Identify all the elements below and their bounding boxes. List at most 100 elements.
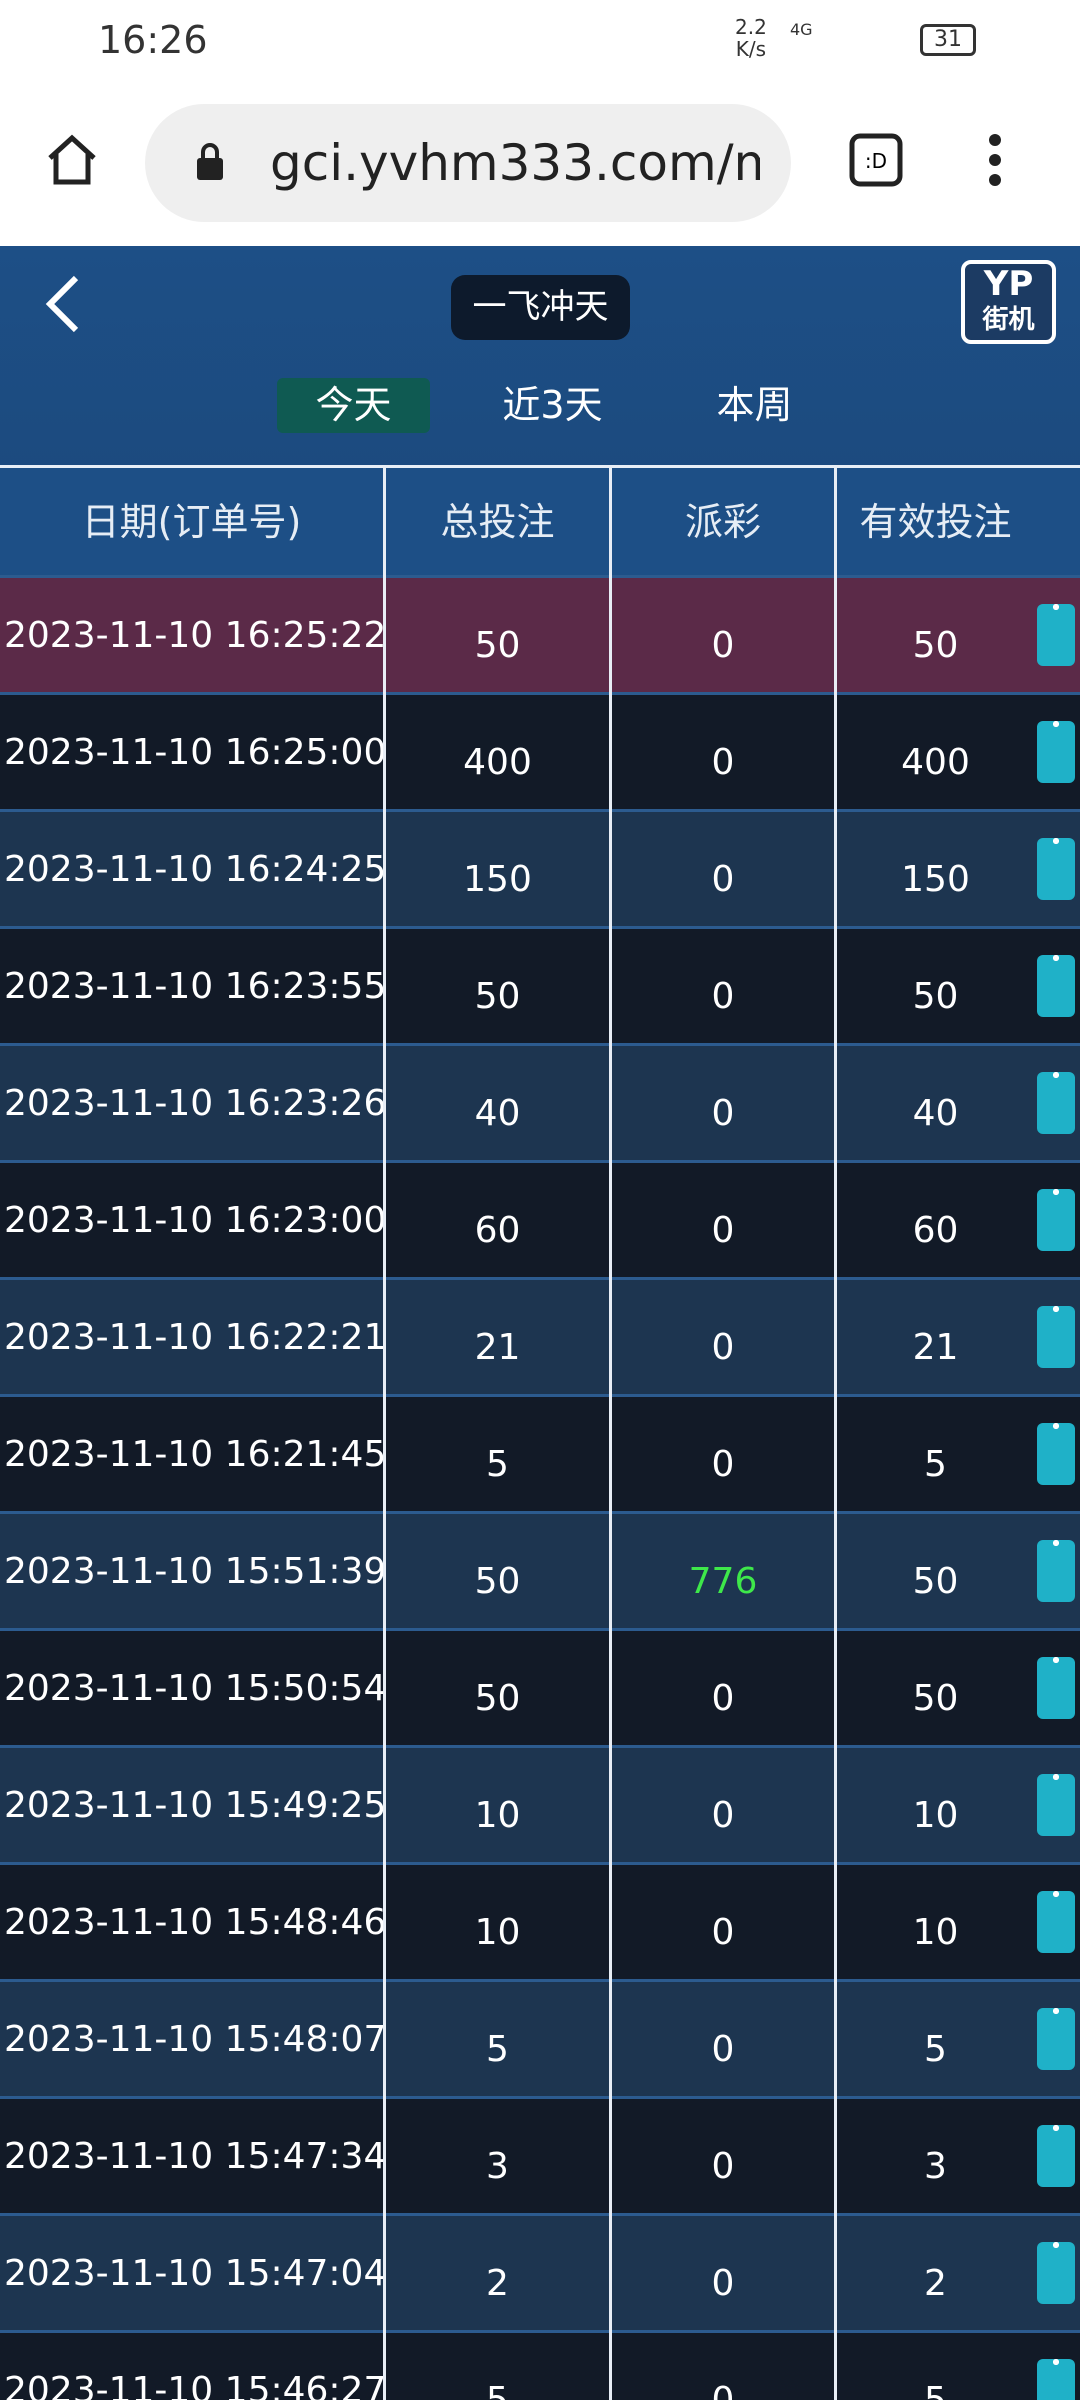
row-menu[interactable] xyxy=(1037,1774,1075,1836)
amount-cell: 21 xyxy=(912,1327,959,1368)
row-menu[interactable] xyxy=(1037,1540,1075,1602)
amount-cell: 150 xyxy=(463,859,532,900)
amount-cell: 0 xyxy=(711,1678,735,1719)
date-cell: 2023-11-10 15:46:27 xyxy=(4,2370,387,2400)
row-bg xyxy=(0,1630,1080,1747)
row-border xyxy=(0,926,1080,929)
tab[interactable]: 近3天 xyxy=(502,383,603,427)
back-button[interactable] xyxy=(40,272,84,336)
row-border xyxy=(0,1745,1080,1748)
speed-unit: K/s xyxy=(735,37,767,61)
row-bg xyxy=(0,1396,1080,1513)
row-border xyxy=(0,1160,1080,1163)
amount-cell: 0 xyxy=(711,1444,735,1485)
row-border xyxy=(0,692,1080,695)
amount-cell: 50 xyxy=(474,1678,521,1719)
row-menu[interactable] xyxy=(1037,838,1075,900)
tab[interactable]: 今天 xyxy=(277,378,430,433)
amount-cell: 400 xyxy=(463,742,532,783)
net-speed: 2.2 K/s xyxy=(735,16,767,60)
time: 16:26 xyxy=(98,18,208,62)
row-menu[interactable] xyxy=(1037,1189,1075,1251)
row-menu[interactable] xyxy=(1037,721,1075,783)
row-menu[interactable] xyxy=(1037,2242,1075,2304)
amount-cell: 10 xyxy=(474,1795,521,1836)
amount-cell: 0 xyxy=(711,1210,735,1251)
amount-cell: 40 xyxy=(912,1093,959,1134)
row-border xyxy=(0,1979,1080,1982)
amount-cell: 10 xyxy=(474,1912,521,1953)
row-bg xyxy=(0,1981,1080,2098)
date-cell: 2023-11-10 16:22:21 xyxy=(4,1317,387,1358)
row-menu[interactable] xyxy=(1037,1306,1075,1368)
amount-cell: 0 xyxy=(711,1795,735,1836)
row-bg xyxy=(0,2332,1080,2400)
column-divider xyxy=(609,468,612,2400)
row-border xyxy=(0,1628,1080,1631)
row-bg xyxy=(0,1045,1080,1162)
row-menu[interactable] xyxy=(1037,1657,1075,1719)
row-menu[interactable] xyxy=(1037,1891,1075,1953)
row-menu[interactable] xyxy=(1037,604,1075,666)
row-menu[interactable] xyxy=(1037,955,1075,1017)
date-cell: 2023-11-10 15:48:46 xyxy=(4,1902,387,1943)
menu-button[interactable] xyxy=(980,132,1010,188)
date-cell: 2023-11-10 15:48:07 xyxy=(4,2019,387,2060)
header-border xyxy=(0,465,1080,468)
url[interactable]: gci.yvhm333.com/m xyxy=(270,134,760,192)
amount-cell: 60 xyxy=(474,1210,521,1251)
row-menu[interactable] xyxy=(1037,1423,1075,1485)
row-bg xyxy=(0,1162,1080,1279)
amount-cell: 0 xyxy=(711,2263,735,2304)
amount-cell: 40 xyxy=(474,1093,521,1134)
amount-cell: 2 xyxy=(924,2263,947,2304)
logo-top: YP xyxy=(983,264,1034,304)
home-button[interactable] xyxy=(44,132,100,188)
amount-cell: 5 xyxy=(486,2029,509,2070)
status-bar: 16:26 2.2 K/s 4G 31 xyxy=(0,0,1080,92)
tabs-button[interactable]: :D xyxy=(848,132,904,188)
row-border xyxy=(0,1043,1080,1046)
amount-cell: 50 xyxy=(474,976,521,1017)
column-header: 派彩 xyxy=(684,500,761,544)
column-divider xyxy=(834,468,837,2400)
row-border xyxy=(0,1862,1080,1865)
amount-cell: 5 xyxy=(924,1444,947,1485)
date-cell: 2023-11-10 16:23:26 xyxy=(4,1083,387,1124)
amount-cell: 50 xyxy=(912,1678,959,1719)
column-header: 日期(订单号) xyxy=(81,500,302,544)
date-cell: 2023-11-10 16:21:45 xyxy=(4,1434,387,1475)
amount-cell: 10 xyxy=(912,1795,959,1836)
row-bg xyxy=(0,1864,1080,1981)
date-cell: 2023-11-10 16:25:00 xyxy=(4,732,387,773)
header-row-bg xyxy=(0,468,1080,577)
amount-cell: 60 xyxy=(912,1210,959,1251)
date-cell: 2023-11-10 16:25:22 xyxy=(4,615,387,656)
amount-cell: 0 xyxy=(612,2380,834,2400)
network: 4G xyxy=(790,20,813,39)
row-bg xyxy=(0,928,1080,1045)
amount-cell: 150 xyxy=(901,859,970,900)
row-bg xyxy=(0,811,1080,928)
date-cell: 2023-11-10 15:50:54 xyxy=(4,1668,387,1709)
amount-cell: 21 xyxy=(474,1327,521,1368)
date-cell: 2023-11-10 15:47:34 xyxy=(4,2136,387,2177)
amount-cell: 0 xyxy=(711,1912,735,1953)
date-cell: 2023-11-10 16:24:25 xyxy=(4,849,387,890)
row-bg xyxy=(0,1747,1080,1864)
tab[interactable]: 本周 xyxy=(716,383,793,427)
date-cell: 2023-11-10 15:49:25 xyxy=(4,1785,387,1826)
amount-cell: 3 xyxy=(486,2146,509,2187)
date-cell: 2023-11-10 15:51:39 xyxy=(4,1551,387,1592)
row-menu[interactable] xyxy=(1037,2125,1075,2187)
amount-cell: 10 xyxy=(912,1912,959,1953)
row-menu[interactable] xyxy=(1037,2008,1075,2070)
row-menu[interactable] xyxy=(1037,2359,1075,2400)
row-border xyxy=(0,1394,1080,1397)
svg-text::D: :D xyxy=(865,149,887,173)
address-bar[interactable] xyxy=(145,104,791,222)
amount-cell: 50 xyxy=(912,1561,959,1602)
amount-cell: 0 xyxy=(711,1327,735,1368)
row-menu[interactable] xyxy=(1037,1072,1075,1134)
